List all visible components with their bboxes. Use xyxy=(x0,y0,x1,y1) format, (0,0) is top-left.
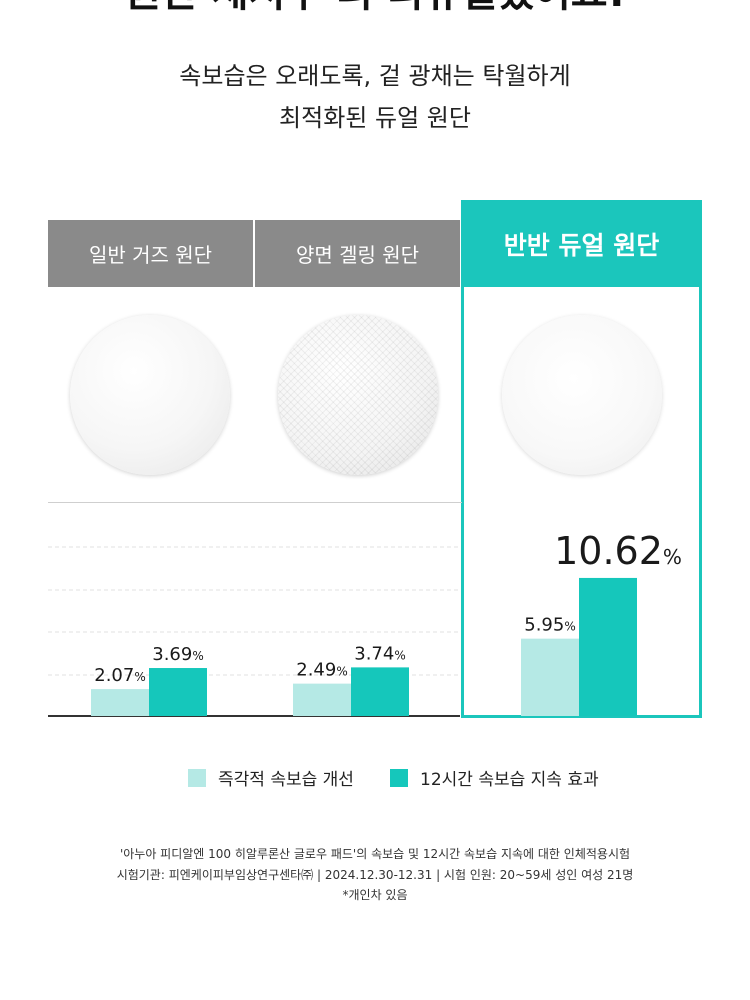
page-title: 원단 세서부 터 리뉴얼했어요! xyxy=(0,0,750,18)
bar-1-0 xyxy=(293,683,351,716)
data-label-0-0: 2.07% xyxy=(94,665,145,686)
footnote-line-2: 시험기관: 피엔케이피부임상연구센타㈜ | 2024.12.30-12.31 |… xyxy=(116,868,634,882)
data-label-1-1: 3.74% xyxy=(354,643,405,664)
column-header-dual: 반반 듀얼 원단 xyxy=(461,200,702,287)
data-label-2-0: 5.95% xyxy=(524,615,575,636)
moisture-bar-chart: 2.07% 3.69% 2.49% 3.74% 5.95% 10.62% xyxy=(48,529,682,717)
legend-item-instant: 즉각적 속보습 개선 xyxy=(188,765,354,790)
gelling-fabric-image xyxy=(278,315,438,475)
bar-1-1 xyxy=(351,667,409,716)
gauze-fabric-image xyxy=(70,315,230,475)
data-label-0-1: 3.69% xyxy=(152,644,203,665)
bar-2-1 xyxy=(579,577,637,716)
legend-label-instant: 즉각적 속보습 개선 xyxy=(218,770,354,790)
data-label-1-0: 2.49% xyxy=(296,660,347,681)
footnote-line-3: *개인차 있음 xyxy=(342,888,408,902)
dual-fabric-image xyxy=(502,315,662,475)
subtitle-line-2: 최적화된 듀얼 원단 xyxy=(279,104,471,132)
section-divider xyxy=(48,502,462,503)
column-header-gelling: 양면 겔링 원단 xyxy=(255,220,460,287)
legend-swatch-light xyxy=(188,768,206,787)
column-header-gauze: 일반 거즈 원단 xyxy=(48,220,253,287)
legend-label-12h: 12시간 속보습 지속 효과 xyxy=(420,770,599,790)
subtitle-line-1: 속보습은 오래도록, 겉 광채는 탁월하게 xyxy=(179,62,571,90)
legend-swatch-dark xyxy=(390,768,408,787)
bar-0-1 xyxy=(149,668,207,716)
bar-2-0 xyxy=(521,638,579,716)
data-label-2-1: 10.62% xyxy=(554,529,682,573)
legend-item-12h: 12시간 속보습 지속 효과 xyxy=(390,765,599,790)
highlight-frame xyxy=(461,287,702,718)
footnote-line-1: '아누아 피디알엔 100 히알루론산 글로우 패드'의 속보습 및 12시간 … xyxy=(119,847,631,861)
bar-0-0 xyxy=(91,689,149,716)
